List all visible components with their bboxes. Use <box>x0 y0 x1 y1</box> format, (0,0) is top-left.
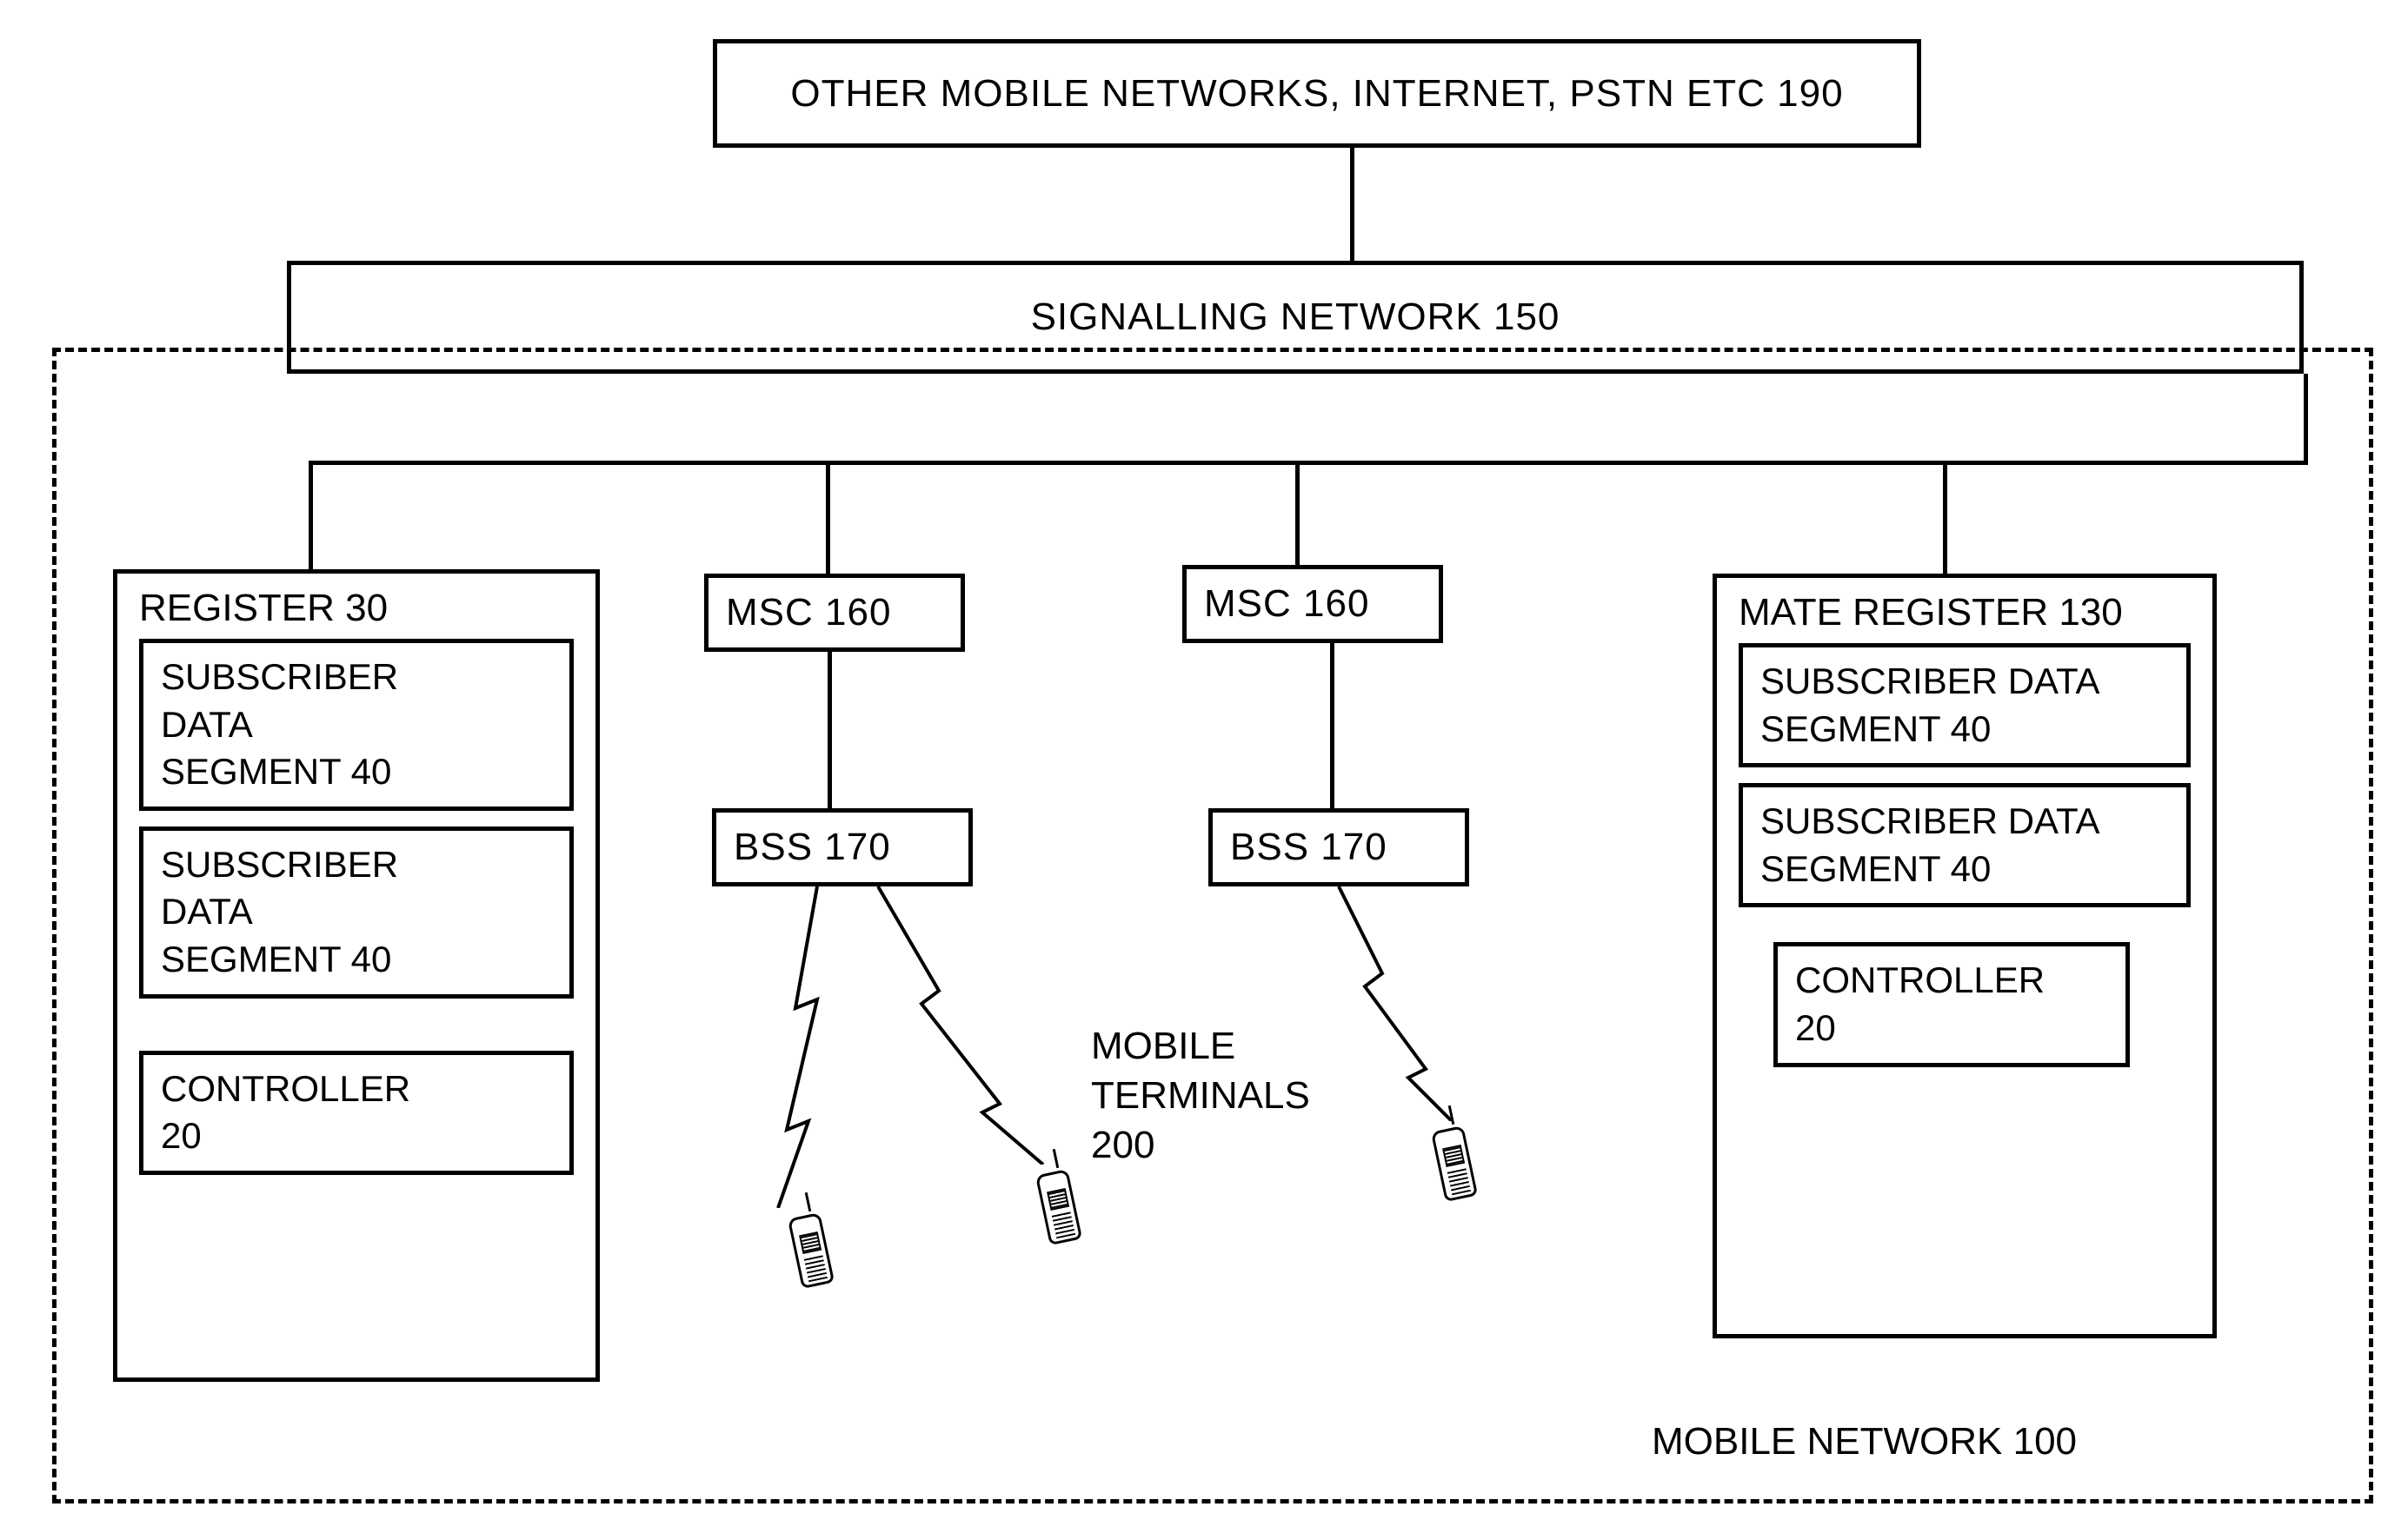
mate-segment-2: SUBSCRIBER DATA SEGMENT 40 <box>1739 783 2191 907</box>
msc-2-box: MSC 160 <box>1182 565 1443 643</box>
line-bus-to-msc2 <box>1295 461 1300 565</box>
register-title: REGISTER 30 <box>117 574 595 639</box>
register-contents: SUBSCRIBER DATA SEGMENT 40 SUBSCRIBER DA… <box>117 639 595 1175</box>
bss-1-box: BSS 170 <box>712 808 973 886</box>
radio-link-3 <box>1330 886 1460 1121</box>
mobile-terminals-label: MOBILE TERMINALS 200 <box>1091 1021 1310 1171</box>
msc-2-label: MSC 160 <box>1204 582 1369 626</box>
signalling-network-label: SIGNALLING NETWORK 150 <box>1031 295 1560 339</box>
register-segment-2: SUBSCRIBER DATA SEGMENT 40 <box>139 826 574 999</box>
line-msc2-to-bss2 <box>1330 643 1334 808</box>
mobile-phone-icon <box>1434 1121 1474 1199</box>
bss-2-box: BSS 170 <box>1208 808 1469 886</box>
external-networks-box: OTHER MOBILE NETWORKS, INTERNET, PSTN ET… <box>713 39 1921 148</box>
line-bus-to-mate <box>1943 461 1947 574</box>
register-box: REGISTER 30 SUBSCRIBER DATA SEGMENT 40 S… <box>113 569 600 1382</box>
line-sig-to-bus <box>2304 374 2308 465</box>
line-ext-to-signalling <box>1350 148 1354 261</box>
line-bus-to-msc1 <box>826 461 830 574</box>
mobile-phone-icon <box>791 1208 831 1286</box>
mate-controller: CONTROLLER 20 <box>1773 942 2130 1066</box>
msc-1-label: MSC 160 <box>726 591 891 634</box>
bss-1-label: BSS 170 <box>734 826 891 869</box>
radio-link-2 <box>869 886 1061 1165</box>
mate-register-box: MATE REGISTER 130 SUBSCRIBER DATA SEGMEN… <box>1713 574 2217 1338</box>
mate-register-contents: SUBSCRIBER DATA SEGMENT 40 SUBSCRIBER DA… <box>1717 643 2212 1067</box>
mobile-network-label: MOBILE NETWORK 100 <box>1652 1417 2077 1466</box>
line-msc1-to-bss1 <box>828 652 832 808</box>
line-bus-to-register <box>309 461 313 569</box>
mobile-phone-icon <box>1039 1165 1079 1243</box>
external-networks-label: OTHER MOBILE NETWORKS, INTERNET, PSTN ET… <box>790 72 1843 116</box>
register-controller: CONTROLLER 20 <box>139 1051 574 1175</box>
bus-line <box>309 461 2308 465</box>
mate-segment-1: SUBSCRIBER DATA SEGMENT 40 <box>1739 643 2191 767</box>
mate-register-title: MATE REGISTER 130 <box>1717 578 2212 643</box>
radio-link-1 <box>748 886 852 1208</box>
bss-2-label: BSS 170 <box>1230 826 1387 869</box>
register-segment-1: SUBSCRIBER DATA SEGMENT 40 <box>139 639 574 811</box>
msc-1-box: MSC 160 <box>704 574 965 652</box>
